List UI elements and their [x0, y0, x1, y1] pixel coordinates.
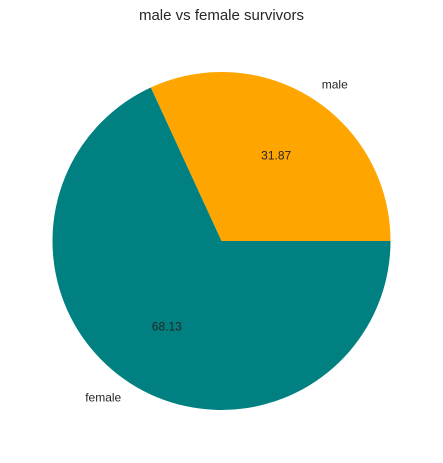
slice-label-female: female	[85, 391, 121, 405]
pie-slice-female	[52, 87, 391, 410]
chart-title: male vs female survivors	[138, 7, 305, 24]
pie-slice-male	[150, 72, 391, 242]
slice-label-male: male	[322, 77, 348, 91]
slice-value-male: 31.87	[261, 149, 291, 163]
slice-value-female: 68.13	[152, 319, 182, 333]
